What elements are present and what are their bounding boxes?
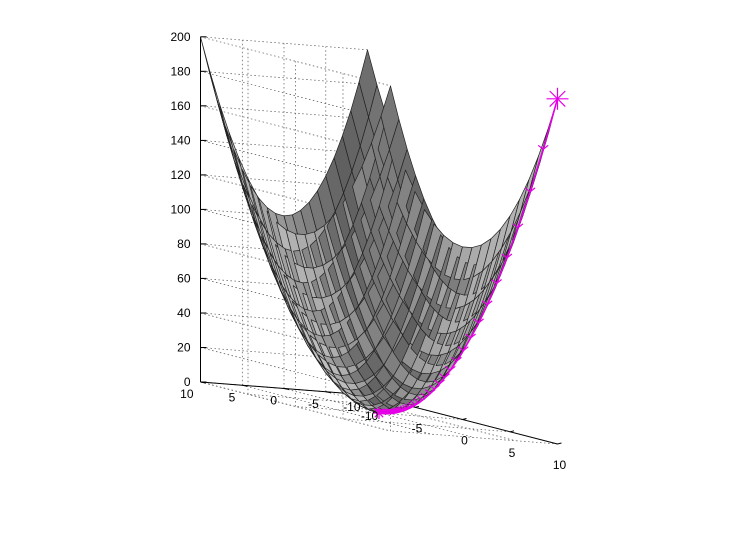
path-marker	[451, 356, 462, 363]
tick-labels: 020406080100120140160180200-10-50510-10-…	[170, 30, 566, 472]
x-tick-label: -5	[412, 421, 423, 435]
y-tick-label: -5	[308, 397, 319, 411]
path-marker	[501, 253, 513, 259]
z-tick-label: 0	[184, 375, 191, 389]
surface-face	[520, 155, 539, 212]
z-tick-label: 20	[177, 341, 191, 355]
path-marker	[399, 405, 411, 411]
path-marker	[512, 223, 524, 229]
path-marker	[457, 346, 469, 352]
wall-grid-z2	[200, 312, 391, 363]
x-tick-mark	[509, 430, 515, 433]
wall-grid-z2	[200, 347, 391, 397]
z-tick-label: 140	[170, 133, 190, 147]
path-marker	[395, 407, 407, 413]
y-tick-mark	[283, 388, 290, 390]
path-marker	[465, 333, 476, 339]
z-tick-label: 180	[170, 64, 190, 78]
z-tick-label: 200	[170, 30, 190, 44]
wall-grid-z2	[200, 209, 391, 259]
y-tick-mark	[325, 391, 331, 394]
z-tick-label: 120	[170, 168, 190, 182]
path-marker	[429, 384, 440, 390]
path-marker	[481, 300, 493, 306]
z-tick-label: 40	[177, 306, 191, 320]
x-tick-label: -10	[361, 409, 379, 423]
marker-stroke	[374, 408, 384, 418]
z-tick-label: 80	[177, 237, 191, 251]
surface-mesh	[200, 36, 558, 415]
marker-stroke	[549, 90, 566, 108]
wall-grid-z2	[200, 278, 391, 328]
wall-grid-z2	[200, 243, 391, 294]
path-marker	[537, 144, 549, 151]
y-tick-label: 5	[229, 390, 236, 404]
x-tick-label: 0	[461, 434, 468, 448]
path-marker	[397, 406, 409, 412]
path-marker	[439, 373, 450, 379]
path-marker	[444, 365, 456, 372]
x-tick-mark	[557, 442, 562, 445]
wall-grid-z2	[200, 174, 391, 225]
surface-face	[529, 128, 549, 189]
wall-grid-z2	[200, 70, 391, 121]
path-marker	[402, 404, 413, 410]
floor-grid-y	[283, 388, 475, 438]
z-tick-label: 60	[177, 271, 191, 285]
path-marker	[473, 318, 484, 324]
x-tick-label: 10	[553, 458, 567, 472]
path-marker	[434, 379, 445, 385]
y-tick-label: -10	[343, 400, 361, 414]
y-tick-label: 0	[270, 394, 277, 408]
x-tick-mark	[414, 405, 420, 408]
z-tick-label: 100	[170, 202, 190, 216]
descent-path	[373, 87, 569, 419]
y-tick-mark	[242, 384, 248, 387]
start-marker	[546, 87, 569, 110]
z-tick-label: 160	[170, 99, 190, 113]
wall-grid-z2	[200, 381, 391, 432]
path-marker	[491, 279, 502, 285]
path-marker	[404, 403, 416, 409]
end-marker	[373, 407, 385, 419]
wall-grid-z2	[200, 105, 391, 156]
wall-grid-z	[200, 70, 368, 85]
wall-grid-z2	[200, 36, 391, 87]
floor-grid-y	[242, 384, 433, 435]
path-marker	[524, 187, 536, 193]
y-tick-label: 10	[180, 387, 194, 401]
x-tick-mark	[462, 418, 467, 420]
x-tick-label: 5	[509, 446, 516, 460]
